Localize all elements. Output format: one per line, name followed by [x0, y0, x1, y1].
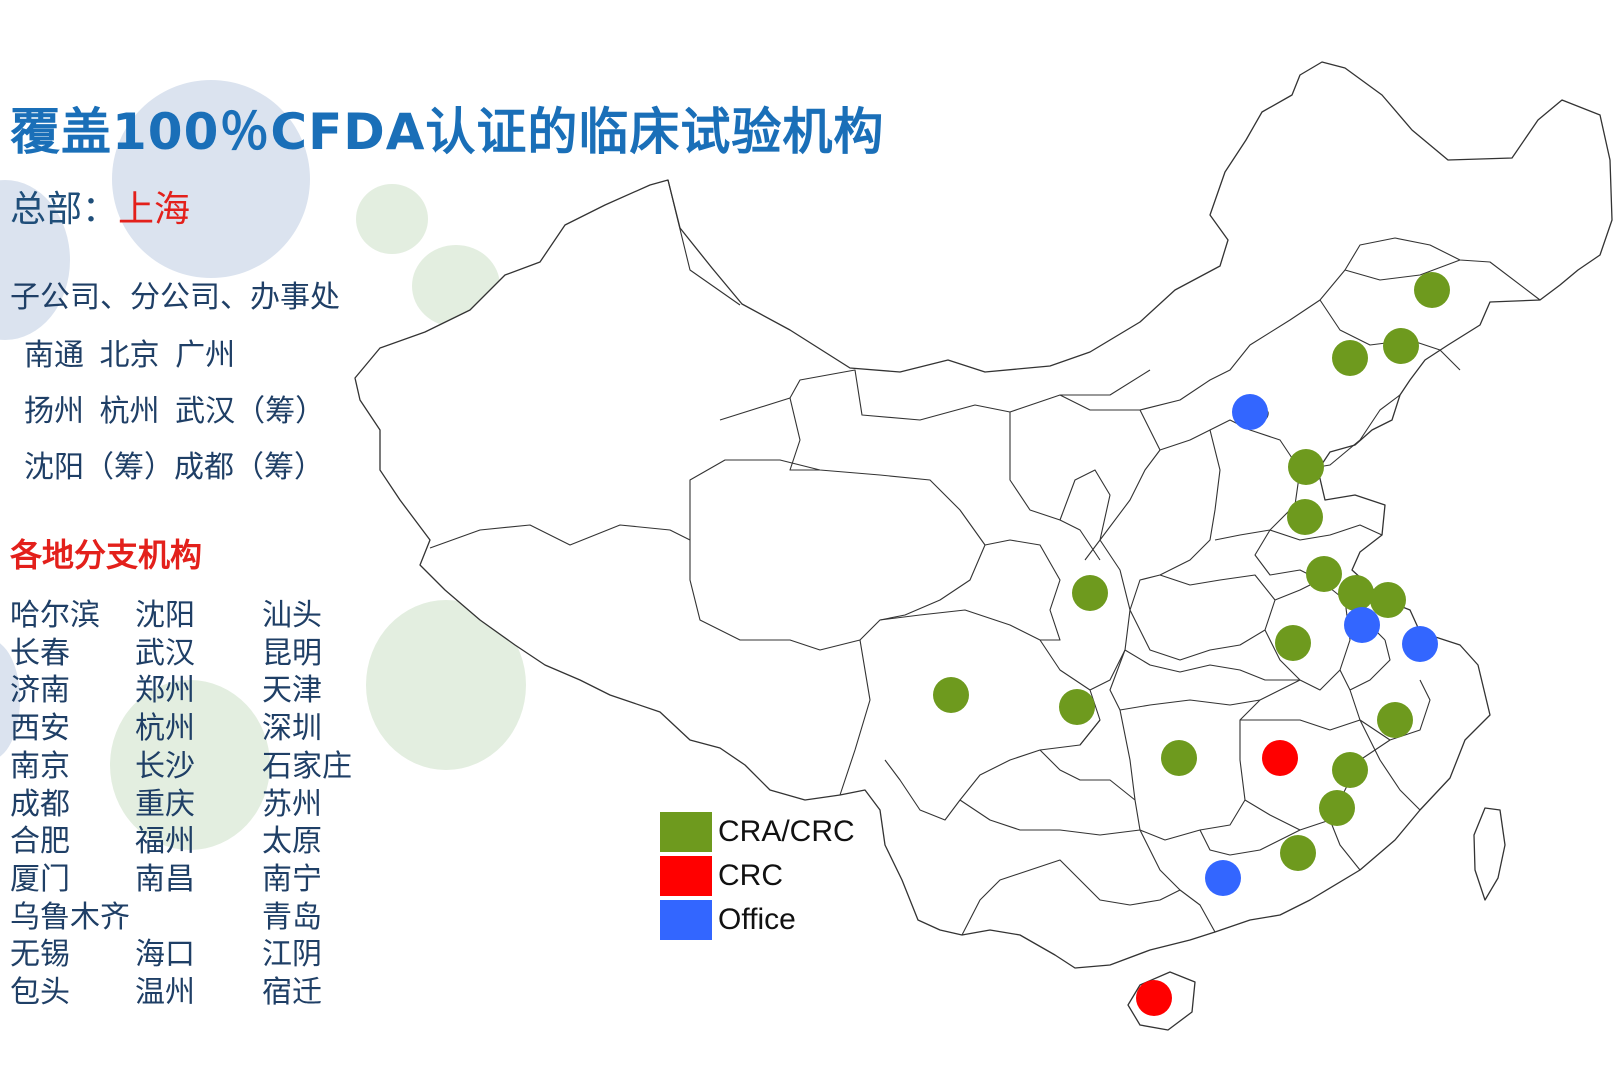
branch-city: 昆明	[262, 635, 322, 671]
cra-crc-marker	[1383, 328, 1419, 364]
cra-crc-marker	[1370, 582, 1406, 618]
country-outline	[354, 61, 1613, 969]
legend-item: CRA/CRC	[660, 810, 855, 854]
headquarters: 总部：上海	[10, 180, 190, 232]
cra-crc-marker	[1287, 499, 1323, 535]
cra-crc-marker	[1338, 575, 1374, 611]
branch-city: 青岛	[262, 899, 322, 935]
office-marker	[1344, 607, 1380, 643]
cra-crc-marker	[1377, 702, 1413, 738]
branch-city: 长沙	[135, 748, 195, 784]
branch-city: 成都	[10, 786, 70, 822]
branch-city: 乌鲁木齐	[10, 899, 130, 935]
branch-city: 南京	[10, 748, 70, 784]
page-title: 覆盖100％CFDA认证的临床试验机构	[10, 103, 885, 161]
subsidiaries-line: 扬州 杭州 武汉（筹）	[24, 394, 326, 429]
headquarters-label: 总部：	[10, 189, 119, 230]
decor-bubble	[112, 80, 310, 278]
cra-crc-marker	[1072, 575, 1108, 611]
branch-city: 江阴	[262, 937, 322, 973]
branch-city: 包头	[10, 975, 70, 1010]
branch-city: 福州	[135, 824, 195, 860]
branch-city: 汕头	[262, 598, 322, 633]
legend-item: Office	[660, 898, 855, 942]
branch-city: 温州	[135, 975, 195, 1010]
branch-city: 石家庄	[262, 748, 352, 784]
branch-city: 济南	[10, 673, 70, 709]
legend-label: CRC	[718, 859, 783, 892]
cra-crc-marker	[1319, 790, 1355, 826]
office-marker	[1402, 626, 1438, 662]
legend-item: CRC	[660, 854, 855, 898]
branch-city: 深圳	[262, 711, 322, 747]
branch-city: 天津	[262, 673, 322, 709]
branch-city: 杭州	[135, 711, 195, 747]
cra-crc-marker	[1280, 835, 1316, 871]
branch-city: 合肥	[10, 824, 70, 860]
branch-city: 西安	[10, 711, 70, 747]
branch-city: 重庆	[135, 786, 195, 822]
branch-city: 海口	[135, 937, 195, 973]
branches-heading: 各地分支机构	[10, 536, 203, 574]
branch-city: 南宁	[262, 861, 322, 897]
branch-city: 宿迁	[262, 975, 322, 1010]
office-marker	[1232, 394, 1268, 430]
subsidiaries-line: 南通 北京 广州	[24, 338, 236, 373]
headquarters-city: 上海	[118, 189, 191, 230]
cra-crc-marker	[933, 677, 969, 713]
legend-swatch-blue	[660, 900, 712, 940]
branch-city: 长春	[10, 635, 70, 671]
cra-crc-marker	[1414, 272, 1450, 308]
cra-crc-marker	[1288, 449, 1324, 485]
legend-label: Office	[718, 903, 796, 936]
cra-crc-marker	[1275, 625, 1311, 661]
legend-swatch-green	[660, 812, 712, 852]
cra-crc-marker	[1161, 740, 1197, 776]
legend-label: CRA/CRC	[718, 815, 855, 848]
branch-city: 郑州	[135, 673, 195, 709]
cra-crc-marker	[1332, 752, 1368, 788]
legend-swatch-red	[660, 856, 712, 896]
office-marker	[1205, 860, 1241, 896]
cra-crc-marker	[1059, 689, 1095, 725]
subsidiaries-heading: 子公司、分公司、办事处	[10, 280, 340, 315]
subsidiaries-line: 沈阳（筹）成都（筹）	[24, 450, 324, 485]
decor-bubble	[356, 184, 428, 254]
crc-marker	[1262, 740, 1298, 776]
branch-city: 苏州	[262, 786, 322, 822]
cra-crc-marker	[1306, 556, 1342, 592]
branch-city: 南昌	[135, 861, 195, 897]
taiwan-outline	[1473, 807, 1506, 901]
map-legend: CRA/CRC CRC Office	[660, 810, 855, 942]
decor-bubble	[110, 680, 270, 850]
branch-city: 厦门	[10, 861, 70, 897]
branch-city: 沈阳	[135, 598, 195, 633]
branch-city: 哈尔滨	[10, 598, 100, 633]
branch-city: 武汉	[135, 635, 195, 671]
branch-city: 太原	[262, 824, 322, 860]
decor-bubble	[0, 640, 20, 760]
branch-city: 无锡	[10, 937, 70, 973]
cra-crc-marker	[1332, 340, 1368, 376]
crc-marker	[1136, 980, 1172, 1016]
